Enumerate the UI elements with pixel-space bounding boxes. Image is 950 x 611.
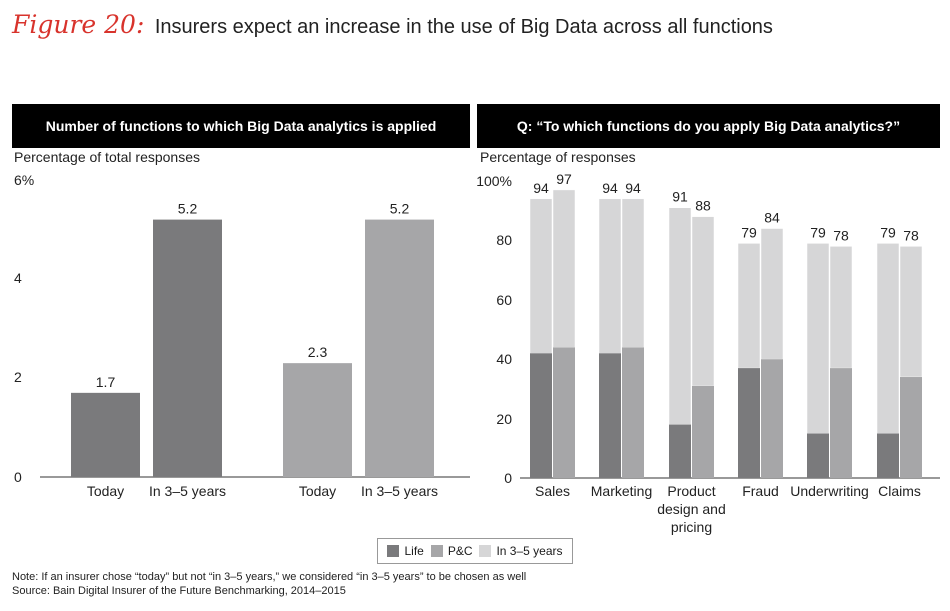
left-panel-subtitle: Percentage of total responses [14, 149, 201, 165]
left-y-tick-label: 6% [14, 172, 34, 188]
left-y-tick-label: 4 [14, 270, 22, 286]
right-bar-today [530, 353, 552, 478]
right-bar-today [669, 424, 691, 478]
right-bar-today [622, 347, 644, 478]
right-bar-total-label: 79 [880, 224, 896, 240]
right-bar-today [599, 353, 621, 478]
left-bar [71, 392, 140, 477]
right-x-tick-label: Product [667, 483, 715, 499]
figure-heading: Insurers expect an increase in the use o… [154, 16, 773, 38]
left-x-tick-label: In 3–5 years [149, 483, 226, 499]
right-y-tick-label: 0 [504, 470, 512, 486]
right-bar-today [692, 385, 714, 478]
legend-item-pc: P&C [430, 544, 473, 558]
footnotes: Note: If an insurer chose “today” but no… [12, 570, 526, 598]
right-bar-future [876, 243, 900, 434]
right-bar-future [829, 246, 853, 369]
right-panel-subtitle: Percentage of responses [480, 149, 636, 165]
footnote-note: Note: If an insurer chose “today” but no… [12, 571, 527, 583]
right-bar-future [621, 198, 645, 348]
right-x-tick-label: Claims [878, 483, 921, 499]
right-bar-future [737, 243, 761, 369]
right-bar-future [806, 243, 830, 434]
legend-label-future: In 3–5 years [496, 544, 563, 558]
right-bar-future [529, 198, 553, 354]
legend: Life P&C In 3–5 years [377, 538, 573, 564]
right-y-tick-label: 60 [496, 292, 512, 308]
left-bar-value-label: 5.2 [178, 201, 198, 217]
left-bar [153, 219, 222, 477]
right-bar-future [598, 198, 622, 354]
right-bar-total-label: 79 [810, 224, 826, 240]
right-x-tick-label: Marketing [591, 483, 652, 499]
footnote-source: Source: Bain Digital Insurer of the Futu… [12, 585, 346, 597]
right-bar-total-label: 97 [556, 171, 572, 187]
right-y-tick-label: 80 [496, 232, 512, 248]
right-bar-today [877, 433, 899, 478]
right-bar-total-label: 78 [833, 227, 849, 243]
left-x-tick-label: Today [299, 483, 336, 499]
right-bar-today [738, 368, 760, 478]
legend-swatch-life [387, 545, 400, 557]
legend-item-life: Life [387, 544, 424, 558]
left-bar [365, 219, 434, 477]
right-bar-future [899, 246, 923, 378]
left-panel-header: Number of functions to which Big Data an… [12, 104, 470, 148]
right-y-tick-label: 20 [496, 411, 512, 427]
figure-label: Figure 20: [12, 10, 145, 39]
right-bar-future [668, 207, 692, 425]
right-y-tick-label: 100% [476, 173, 512, 189]
right-bar-total-label: 79 [741, 224, 757, 240]
right-bar-today [553, 347, 575, 478]
left-bar-value-label: 5.2 [390, 201, 410, 217]
right-panel-header: Q: “To which functions do you apply Big … [477, 104, 940, 148]
right-bar-total-label: 84 [764, 210, 780, 226]
left-bar [283, 363, 352, 477]
right-bar-total-label: 91 [672, 189, 688, 205]
left-y-tick-label: 2 [14, 369, 22, 385]
left-bar-value-label: 1.7 [96, 374, 116, 390]
right-bar-total-label: 94 [533, 180, 549, 196]
right-x-tick-label: pricing [671, 519, 712, 535]
right-bar-today [900, 377, 922, 478]
right-x-tick-label: Fraud [742, 483, 779, 499]
right-bar-total-label: 88 [695, 198, 711, 214]
left-x-tick-label: In 3–5 years [361, 483, 438, 499]
right-x-tick-label: design and [657, 501, 726, 517]
right-bar-future [760, 228, 784, 360]
right-bar-today [830, 368, 852, 478]
right-bar-total-label: 78 [903, 227, 919, 243]
right-bar-total-label: 94 [625, 180, 641, 196]
right-bar-today [761, 359, 783, 478]
right-bar-future [691, 216, 715, 387]
figure-title: Figure 20: Insurers expect an increase i… [12, 10, 773, 46]
right-bar-future [552, 189, 576, 348]
left-y-tick-label: 0 [14, 469, 22, 485]
legend-label-pc: P&C [447, 544, 473, 558]
right-x-tick-label: Sales [535, 483, 570, 499]
legend-item-future: In 3–5 years [479, 544, 563, 558]
left-x-tick-label: Today [87, 483, 124, 499]
legend-swatch-pc [430, 545, 443, 557]
right-x-tick-label: Underwriting [790, 483, 869, 499]
right-bar-today [807, 433, 829, 478]
legend-swatch-future [479, 545, 492, 557]
right-bar-total-label: 94 [602, 180, 618, 196]
left-bar-value-label: 2.3 [308, 344, 328, 360]
right-y-tick-label: 40 [496, 351, 512, 367]
legend-label-life: Life [404, 544, 424, 558]
